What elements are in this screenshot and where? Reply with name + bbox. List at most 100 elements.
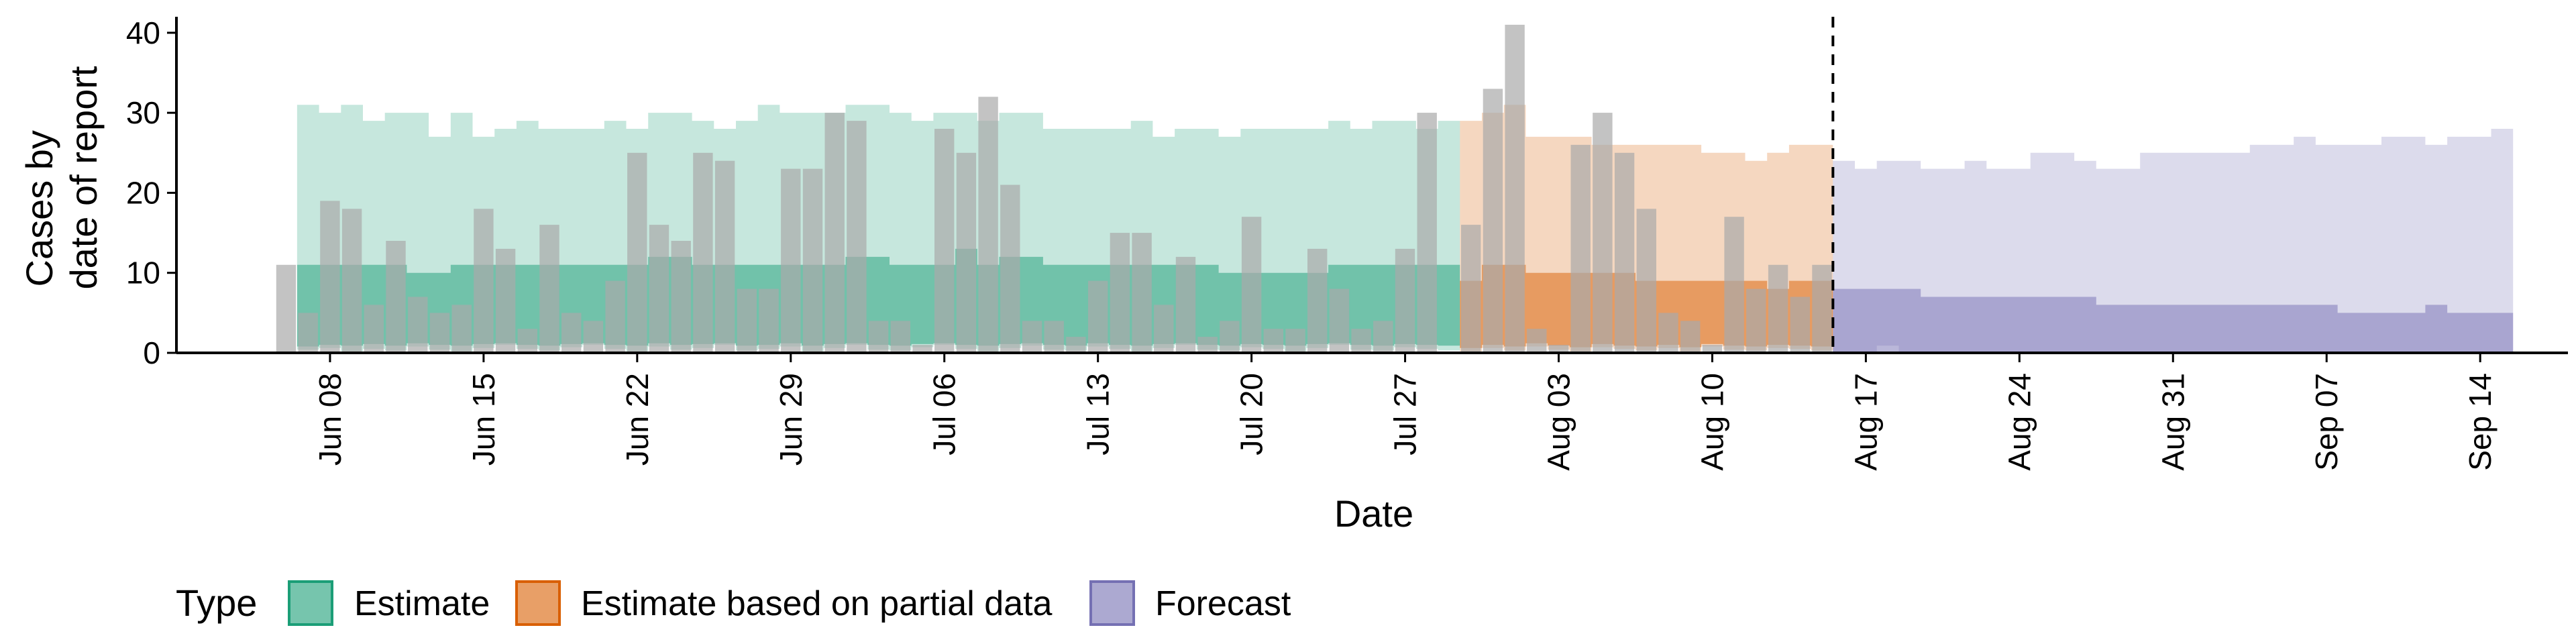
x-tick-label: Sep 07 [2309, 373, 2344, 471]
x-tick-label: Jun 08 [313, 373, 347, 466]
case-bar [1527, 329, 1547, 353]
case-bar [1702, 345, 1723, 353]
legend-key-forecast [1089, 580, 1135, 626]
legend-key-estimate [288, 580, 333, 626]
case-bar [364, 305, 384, 353]
case-bar [429, 313, 450, 353]
case-bar [1395, 248, 1415, 353]
case-bar [1000, 184, 1020, 353]
case-bar [1175, 256, 1196, 353]
case-bar [824, 113, 845, 353]
case-bar [605, 280, 625, 353]
x-tick-label: Jul 13 [1081, 373, 1116, 455]
case-bar [386, 241, 406, 353]
x-axis-title: Date [1334, 492, 1413, 535]
case-bar [1548, 345, 1569, 353]
case-bar [714, 160, 735, 353]
case-bar [649, 225, 669, 353]
case-bar [539, 225, 559, 353]
case-bar [1505, 24, 1525, 354]
case-bar [408, 297, 428, 353]
x-tick-label: Aug 10 [1695, 373, 1729, 471]
forecast-inner-ribbon [1833, 288, 2514, 353]
case-bar [1636, 209, 1656, 353]
case-bar [298, 313, 318, 353]
y-axis-title-line-1: Cases by [18, 130, 60, 286]
case-bar [1066, 337, 1086, 353]
case-bar [276, 264, 297, 353]
case-bar [1724, 217, 1744, 353]
legend-label-forecast: Forecast [1155, 584, 1291, 623]
case-bar [1768, 264, 1788, 353]
case-bar [320, 201, 340, 353]
case-bar [1307, 248, 1328, 353]
legend-label-partial: Estimate based on partial data [581, 584, 1053, 623]
x-tick-label: Jul 20 [1234, 373, 1269, 455]
legend-key-partial [515, 580, 561, 626]
case-bar [1329, 288, 1350, 353]
case-bar [934, 129, 955, 353]
legend-title: Type [176, 582, 257, 624]
y-tick-label: 10 [126, 256, 160, 290]
legend-label-estimate: Estimate [354, 584, 490, 623]
case-bar [1746, 288, 1766, 353]
legend: Type Estimate Estimate based on partial … [176, 580, 1291, 626]
x-tick-label: Aug 24 [2002, 373, 2037, 471]
x-tick-label: Jun 15 [466, 373, 501, 466]
case-bar [627, 152, 647, 354]
case-bar [912, 345, 932, 353]
y-axis-title: Cases by date of report [18, 66, 105, 290]
y-tick-label: 40 [126, 15, 160, 50]
case-bar [1132, 233, 1152, 353]
case-bar [671, 241, 691, 353]
case-bar [451, 305, 472, 353]
x-tick-label: Aug 31 [2155, 373, 2190, 471]
case-bar [495, 248, 516, 353]
case-bar [517, 329, 537, 353]
case-bar [1593, 113, 1613, 353]
case-bar [1220, 321, 1240, 353]
case-bar [956, 152, 977, 354]
y-tick-label: 0 [143, 335, 160, 370]
x-tick-label: Jun 29 [773, 373, 808, 466]
case-bar [802, 168, 823, 353]
case-bar [847, 121, 867, 353]
case-bar [1263, 329, 1283, 353]
case-bar [978, 97, 998, 354]
case-bar [1417, 113, 1437, 353]
case-bar [1022, 321, 1042, 353]
case-bar [561, 313, 582, 353]
case-bar [1790, 297, 1810, 353]
x-tick-label: Aug 03 [1542, 373, 1576, 471]
x-tick-label: Sep 14 [2463, 373, 2498, 471]
y-axis-title-line-2: date of report [62, 66, 105, 290]
case-bar [1614, 152, 1635, 354]
case-bar [1044, 321, 1064, 353]
case-bar [1680, 321, 1701, 353]
case-bar [1570, 144, 1591, 353]
case-bar [341, 209, 362, 353]
x-tick-label: Jun 22 [620, 373, 655, 466]
case-bar [1483, 89, 1503, 353]
case-bar [868, 321, 889, 353]
x-tick-label: Jul 27 [1388, 373, 1423, 455]
case-bar [1241, 217, 1262, 353]
case-bar [1351, 329, 1371, 353]
case-bar [1812, 264, 1832, 353]
case-bar [1461, 225, 1481, 353]
case-bar [759, 288, 779, 353]
case-bar [1088, 280, 1108, 353]
case-bar [890, 321, 910, 353]
y-tick-label: 30 [126, 95, 160, 130]
plot-area [276, 24, 2514, 354]
case-bar [1110, 233, 1130, 353]
case-bar [737, 288, 757, 353]
case-bar [1197, 337, 1218, 353]
case-bar [1658, 313, 1678, 353]
y-tick-label: 20 [126, 175, 160, 210]
case-bar [781, 168, 801, 353]
case-bar [1285, 329, 1305, 353]
x-axis: Jun 08 Jun 15 Jun 22 Jun 29 Jul 06 Jul 13 Jul … [176, 352, 2568, 471]
case-bar [1154, 305, 1174, 353]
